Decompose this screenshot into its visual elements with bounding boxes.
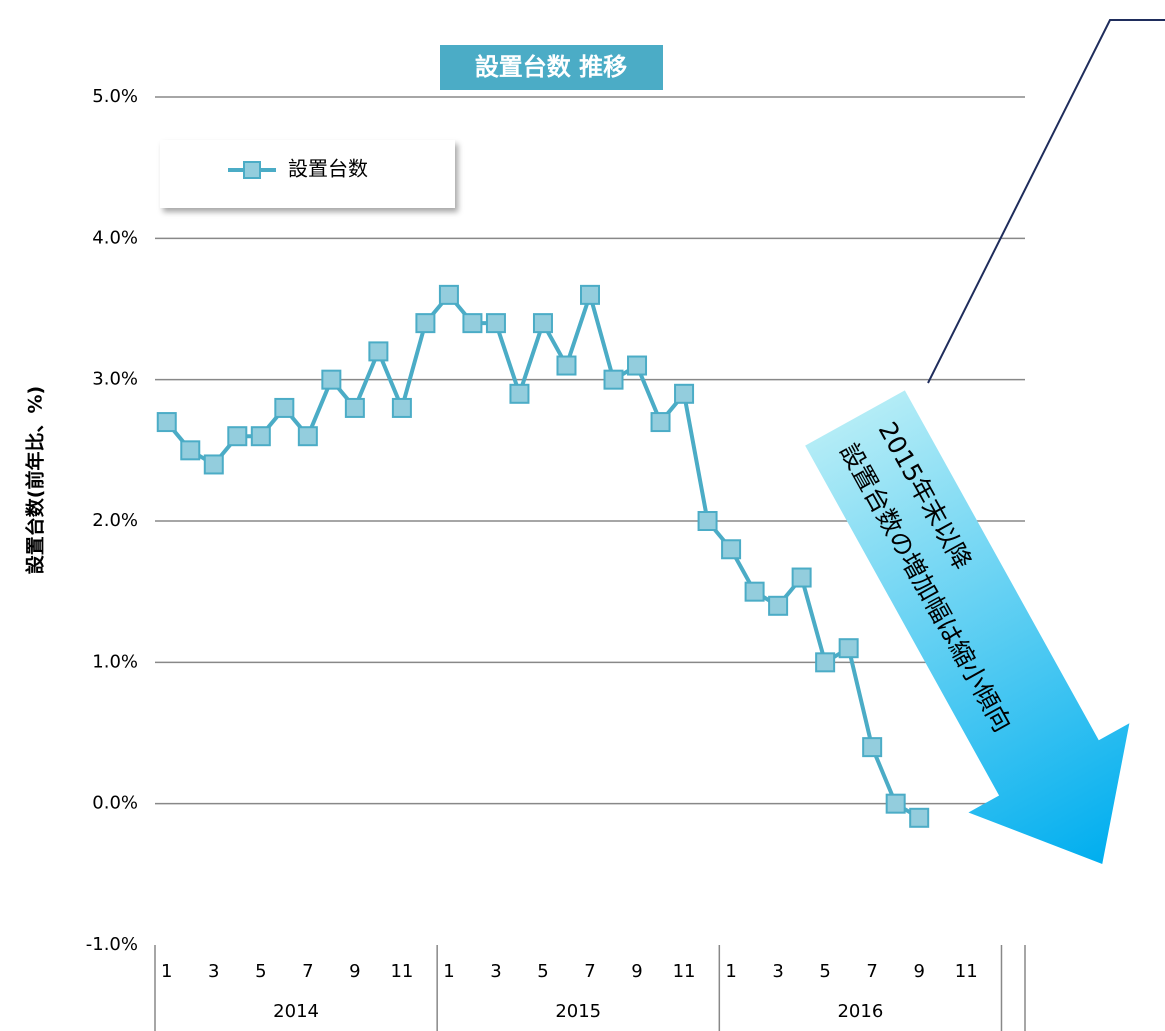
point-marker: [650, 412, 671, 433]
point-marker: [838, 638, 859, 659]
x-group-label: 2016: [837, 1001, 883, 1022]
point-marker: [603, 369, 624, 390]
y-tick-label: -1.0%: [86, 934, 138, 955]
point-marker: [580, 284, 600, 305]
point-marker: [909, 807, 930, 828]
point-marker: [627, 355, 648, 376]
point-marker: [274, 397, 295, 418]
y-axis-label: 設置台数(前年比、%): [24, 386, 47, 574]
point-marker: [156, 412, 177, 433]
x-tick-label: 1: [725, 961, 736, 982]
point-marker: [344, 397, 365, 418]
point-marker: [721, 539, 742, 560]
y-tick-label: 4.0%: [92, 227, 138, 248]
chart-title: 設置台数 推移: [475, 53, 627, 81]
x-tick-label: 3: [208, 961, 219, 982]
x-tick-label: 3: [772, 961, 783, 982]
x-tick-label: 5: [537, 961, 548, 982]
point-marker: [697, 511, 718, 531]
x-tick-label: 1: [443, 961, 454, 982]
point-marker: [768, 595, 789, 616]
point-marker: [297, 426, 318, 447]
y-tick-label: 1.0%: [92, 651, 138, 672]
x-tick-label: 11: [673, 961, 696, 982]
callout-line: [927, 19, 1165, 384]
x-group-label: 2014: [273, 1001, 319, 1022]
series-line: [165, 292, 921, 820]
title-box: [440, 45, 663, 90]
y-tick-label: 3.0%: [92, 369, 138, 390]
legend-marker: [243, 161, 261, 179]
x-tick-label: 11: [955, 961, 978, 982]
legend: [160, 140, 455, 208]
point-marker: [391, 397, 412, 418]
x-tick-label: 7: [866, 961, 877, 982]
point-marker: [415, 313, 436, 334]
point-marker: [674, 383, 695, 404]
x-group-label: 2015: [555, 1001, 601, 1022]
x-tick-label: 3: [490, 961, 501, 982]
point-marker: [532, 313, 553, 334]
point-marker: [438, 284, 459, 305]
point-marker: [250, 426, 271, 447]
y-tick-label: 5.0%: [92, 86, 138, 107]
point-marker: [744, 581, 765, 602]
point-marker: [885, 793, 906, 814]
point-marker: [180, 440, 201, 461]
point-marker: [815, 652, 836, 673]
x-tick-label: 9: [631, 961, 642, 982]
annotation-arrow: 2015年末以降 設置台数の増加幅は縮小傾向: [805, 390, 1130, 865]
point-marker: [791, 567, 812, 588]
x-tick-label: 5: [255, 961, 266, 982]
point-marker: [862, 737, 883, 758]
x-tick-label: 7: [302, 961, 313, 982]
point-marker: [509, 383, 530, 404]
point-marker: [321, 369, 342, 390]
legend-label: 設置台数: [288, 157, 368, 181]
point-marker: [556, 355, 577, 376]
x-tick-label: 1: [161, 961, 172, 982]
point-marker: [485, 313, 506, 334]
point-marker: [368, 341, 389, 362]
x-tick-label: 5: [819, 961, 830, 982]
y-tick-label: 0.0%: [92, 793, 138, 814]
point-marker: [462, 313, 483, 334]
x-tick-label: 9: [349, 961, 360, 982]
x-tick-label: 11: [390, 961, 413, 982]
arrow-shape: [805, 390, 1130, 865]
y-tick-label: 2.0%: [92, 510, 138, 531]
point-marker: [203, 454, 224, 475]
x-tick-label: 7: [584, 961, 595, 982]
point-marker: [227, 426, 248, 447]
x-tick-label: 9: [913, 961, 924, 982]
